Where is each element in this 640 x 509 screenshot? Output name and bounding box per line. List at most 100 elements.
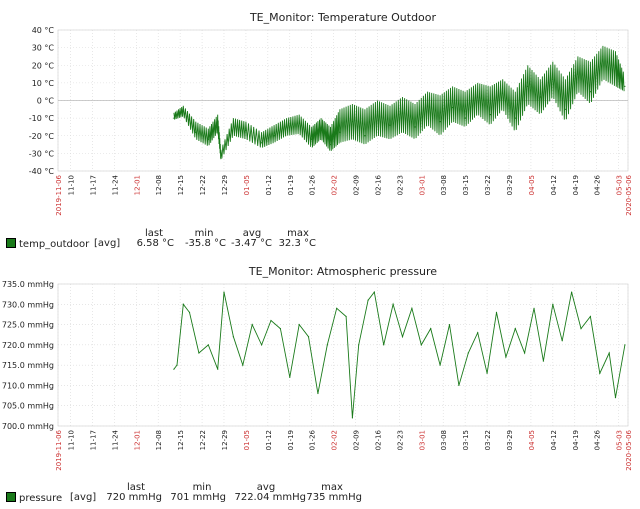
data-point (367, 299, 369, 301)
data-point (242, 364, 244, 366)
data-point (552, 78, 554, 80)
data-point (373, 291, 375, 293)
data-point (298, 323, 300, 326)
data-point (339, 131, 341, 133)
y-tick-label: 0 °C (37, 97, 55, 106)
x-tick-label: 02-23 (396, 175, 404, 195)
data-point (439, 121, 441, 123)
x-tick-label: 04-26 (594, 174, 602, 195)
data-point (217, 121, 219, 123)
data-point (317, 392, 319, 395)
x-tick-label: 01-26 (309, 429, 317, 450)
x-tick-label: 2019-11-06 (55, 429, 63, 470)
x-tick-label: 12-08 (155, 175, 163, 195)
data-point (420, 344, 422, 346)
x-tick-label: 04-12 (550, 430, 558, 450)
y-tick-label: -20 °C (29, 132, 55, 141)
data-point (589, 91, 592, 93)
series-line-temp_outdoor (173, 45, 625, 159)
x-tick-label: 02-16 (374, 429, 382, 450)
x-tick-label: 04-05 (528, 430, 536, 450)
y-tick-label: 735.0 mmHg (2, 280, 54, 289)
x-tick-label: 02-02 (331, 175, 339, 195)
x-tick-label: 11-10 (68, 175, 76, 195)
data-point (311, 138, 313, 140)
data-point (207, 138, 209, 140)
x-tick-label: 12-22 (199, 430, 207, 450)
data-point (401, 336, 404, 338)
x-tick-label: 05-03 (616, 430, 624, 450)
legend-avg: -3.47 °C (230, 238, 272, 249)
data-point (464, 117, 466, 119)
data-point (326, 344, 328, 346)
data-point (561, 340, 563, 342)
data-point (614, 397, 617, 399)
data-point (452, 106, 454, 109)
data-point (392, 303, 394, 305)
data-point (439, 364, 441, 366)
y-tick-label: -40 °C (29, 167, 55, 176)
data-point (232, 126, 234, 128)
x-tick-label: 03-29 (506, 175, 514, 195)
legend-series-name: temp_outdoor (19, 239, 90, 250)
data-point (624, 344, 626, 346)
data-point (458, 384, 460, 387)
data-point (217, 368, 219, 370)
legend-header-last: last (144, 228, 164, 239)
y-tick-label: 30 °C (32, 44, 55, 53)
x-tick-label: 11-17 (89, 430, 97, 450)
data-point (223, 291, 225, 293)
chart-title: TE_Monitor: Temperature Outdoor (249, 11, 437, 24)
data-point (345, 315, 347, 318)
data-point (383, 344, 385, 346)
x-tick-label: 01-19 (287, 175, 295, 195)
legend-header-avg: avg (256, 482, 276, 493)
data-point (173, 117, 175, 119)
data-point (232, 336, 234, 338)
legend-min: 701 mmHg (170, 492, 226, 503)
data-point (430, 328, 432, 330)
x-tick-label: 03-15 (462, 175, 470, 195)
data-point (608, 352, 610, 354)
x-tick-label: 12-29 (221, 430, 229, 450)
data-point (411, 307, 413, 309)
data-point (599, 372, 601, 374)
x-tick-label: 02-02 (331, 430, 339, 450)
data-point (298, 122, 300, 125)
x-tick-label: 03-22 (484, 430, 492, 450)
data-point (524, 352, 526, 354)
temperature-legend: last min avg max temp_outdoor [avg] 6.58… (6, 228, 366, 252)
data-point (279, 328, 281, 330)
data-point (270, 319, 272, 322)
data-point (358, 344, 360, 346)
data-point (486, 372, 488, 374)
x-tick-label: 03-08 (440, 175, 448, 195)
y-tick-label: 730.0 mmHg (2, 300, 54, 309)
legend-max: 735 mmHg (306, 492, 362, 503)
data-point (580, 328, 582, 330)
x-tick-label: 01-19 (287, 430, 295, 450)
x-tick-label: 12-15 (177, 430, 185, 450)
data-point (198, 352, 200, 354)
x-tick-label: 11-24 (111, 174, 119, 195)
data-point (195, 131, 197, 133)
x-tick-label: 01-05 (243, 175, 251, 195)
x-tick-label: 03-15 (462, 430, 470, 450)
data-point (273, 135, 275, 137)
data-point (495, 311, 498, 313)
x-tick-label: 04-26 (594, 429, 602, 450)
data-point (467, 352, 469, 354)
legend-last: 720 mmHg (106, 492, 162, 503)
data-point (173, 368, 175, 370)
pressure-legend: last min avg max pressure [avg] 720 mmHg… (6, 482, 386, 506)
legend-header-min: min (194, 228, 214, 239)
legend-agg: [avg] (70, 492, 97, 503)
data-point (286, 126, 288, 128)
legend-header-max: max (321, 482, 343, 493)
x-tick-label: 04-19 (572, 175, 580, 195)
y-tick-label: 705.0 mmHg (2, 402, 54, 411)
y-tick-label: -30 °C (29, 149, 55, 158)
data-point (477, 332, 479, 334)
legend-swatch (6, 492, 16, 502)
